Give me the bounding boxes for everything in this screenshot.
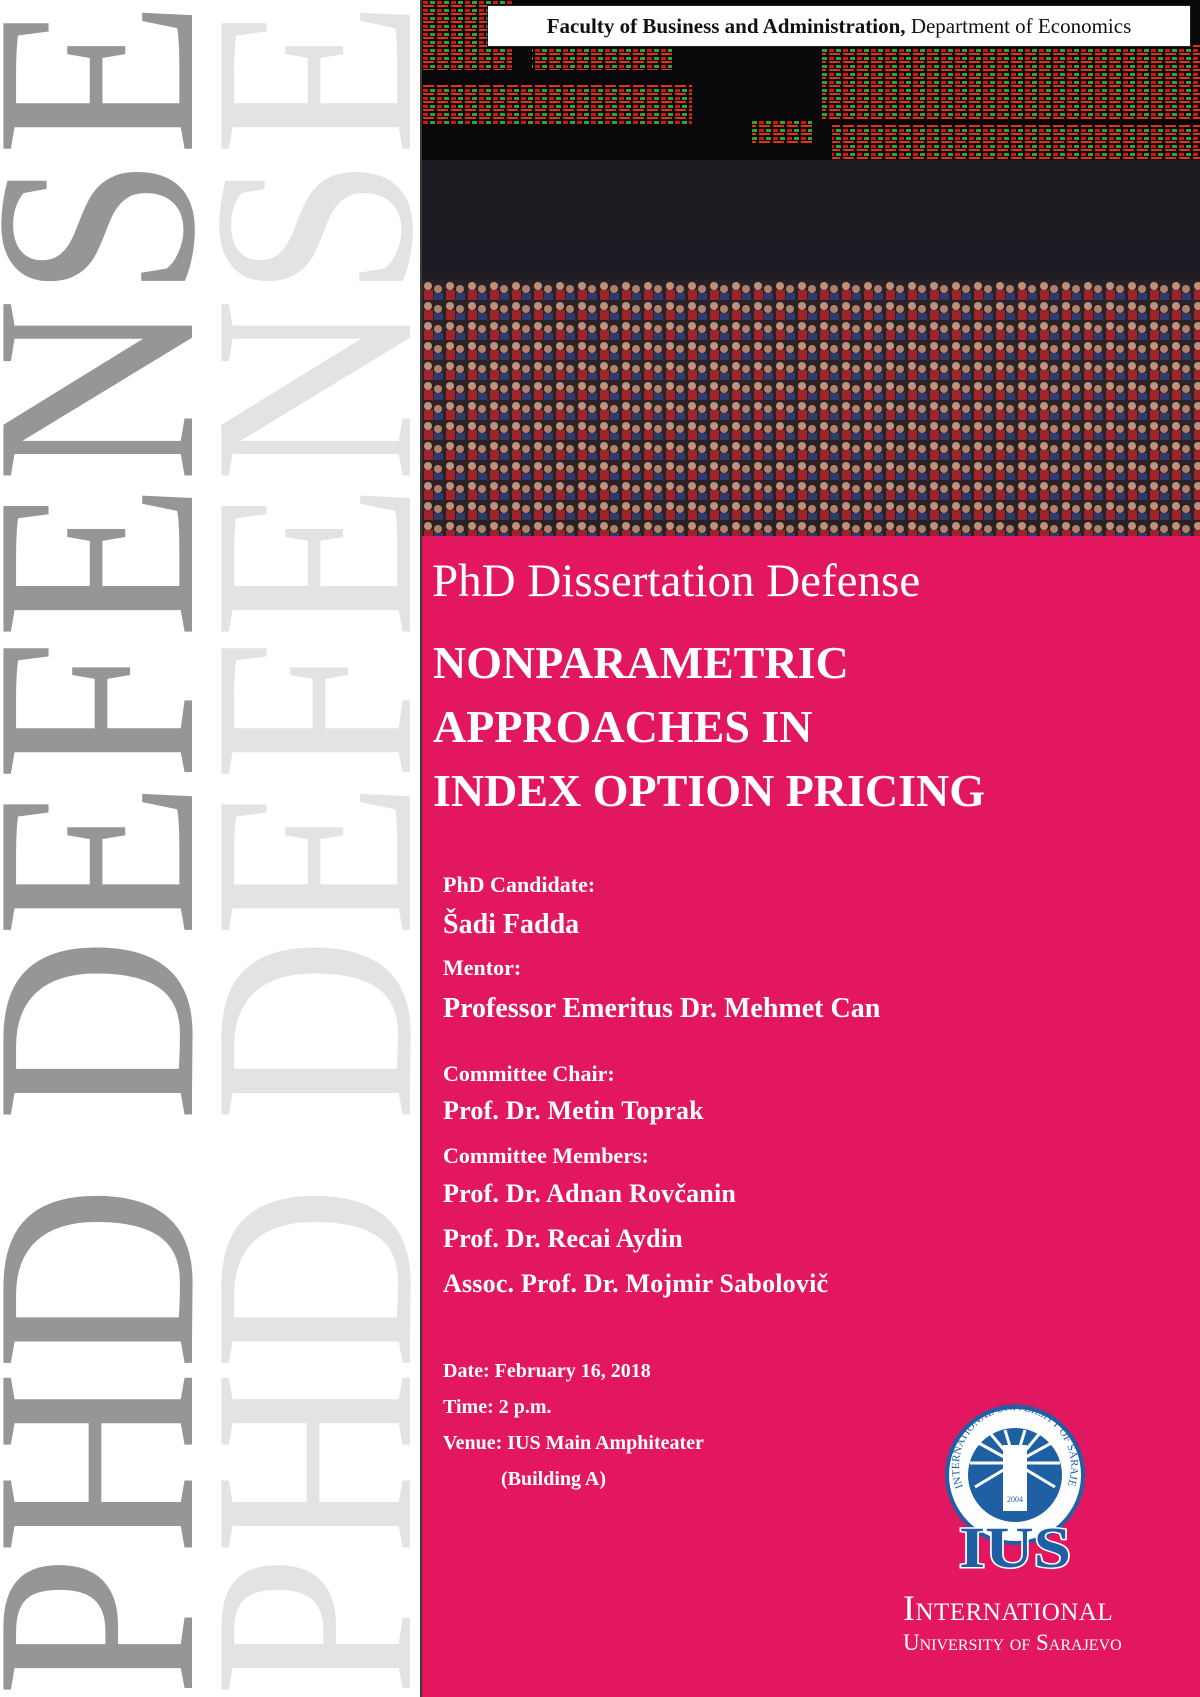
title-line: NONPARAMETRIC (433, 637, 849, 688)
mentor-name: Professor Emeritus Dr. Mehmet Can (443, 993, 881, 1024)
dissertation-title: NONPARAMETRIC APPROACHES IN INDEX OPTION… (433, 631, 985, 823)
mentor-label: Mentor: (443, 955, 522, 980)
university-name-line2: University of Sarajevo (903, 1630, 1122, 1655)
faculty-header: Faculty of Business and Administration, … (487, 5, 1191, 47)
trading-floor-photo (422, 0, 1200, 536)
committee-member: Prof. Dr. Recai Aydin (443, 1224, 683, 1253)
vertical-title-dark-column: PHD DEFENSE (0, 0, 205, 1697)
university-name-line1: International (903, 1588, 1114, 1628)
candidate-name: Šadi Fadda (443, 909, 580, 940)
vertical-text-dark: PHD DEFENSE (0, 0, 205, 1697)
logo-acronym: IUS (959, 1515, 1071, 1580)
committee-member: Prof. Dr. Adnan Rovčanin (443, 1179, 737, 1208)
event-time: Time: 2 p.m. (443, 1396, 552, 1418)
event-venue-note: (Building A) (501, 1468, 607, 1490)
committee-chair-name: Prof. Dr. Metin Toprak (443, 1096, 704, 1125)
vertical-title-light-column: PHD DEFENSE (212, 0, 420, 1697)
event-type: PhD Dissertation Defense (432, 555, 921, 607)
event-date: Date: February 16, 2018 (443, 1360, 651, 1382)
ius-logo: INTERNATIONAL UNIVERSITY OF SARAJEVO 200… (930, 1395, 1085, 1582)
committee-members-label: Committee Members: (443, 1143, 649, 1168)
title-line: APPROACHES IN (433, 701, 813, 752)
event-venue: Venue: IUS Main Amphiteater (443, 1432, 704, 1454)
vertical-text-light: PHD DEFENSE (212, 0, 420, 1697)
candidate-label: PhD Candidate: (443, 872, 596, 897)
department-name: Department of Economics (905, 14, 1132, 38)
divider (420, 0, 422, 1697)
committee-chair-label: Committee Chair: (443, 1061, 615, 1086)
title-line: INDEX OPTION PRICING (433, 765, 986, 816)
faculty-name: Faculty of Business and Administration, (546, 14, 906, 38)
logo-year: 2004 (1007, 1495, 1023, 1504)
committee-member: Assoc. Prof. Dr. Mojmir Sabolovič (443, 1269, 829, 1298)
